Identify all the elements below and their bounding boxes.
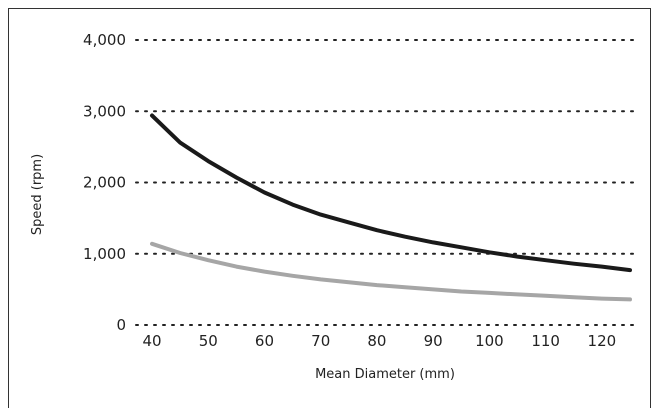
y-tick-label: 3,000 (83, 102, 126, 120)
x-tick-labels: 40 50 60 70 80 90 100 110 120 (142, 332, 616, 350)
x-tick-label: 70 (311, 332, 330, 350)
x-tick-label: 80 (367, 332, 386, 350)
speed-vs-diameter-chart: 0 1,000 2,000 3,000 4,000 40 50 60 70 80 90 100 110… (30, 31, 639, 382)
y-tick-label: 1,000 (83, 245, 126, 263)
chart-frame (8, 8, 651, 408)
y-tick-labels: 0 1,000 2,000 3,000 4,000 (83, 31, 126, 334)
y-tick-label: 0 (116, 316, 126, 334)
y-axis-label: Speed (rpm) (30, 154, 45, 235)
x-tick-label: 100 (475, 332, 504, 350)
grid-lines (135, 39, 639, 326)
x-tick-label: 120 (588, 332, 617, 350)
series-lines (150, 113, 632, 302)
x-tick-label: 40 (142, 332, 161, 350)
x-tick-label: 50 (199, 332, 218, 350)
y-tick-label: 4,000 (83, 31, 126, 49)
x-axis-label: Mean Diameter (mm) (315, 367, 455, 382)
series-line-2 (150, 241, 632, 302)
x-tick-label: 90 (424, 332, 443, 350)
x-tick-label: 110 (531, 332, 560, 350)
y-tick-label: 2,000 (83, 174, 126, 192)
x-tick-label: 60 (255, 332, 274, 350)
series-line-1 (150, 113, 632, 273)
